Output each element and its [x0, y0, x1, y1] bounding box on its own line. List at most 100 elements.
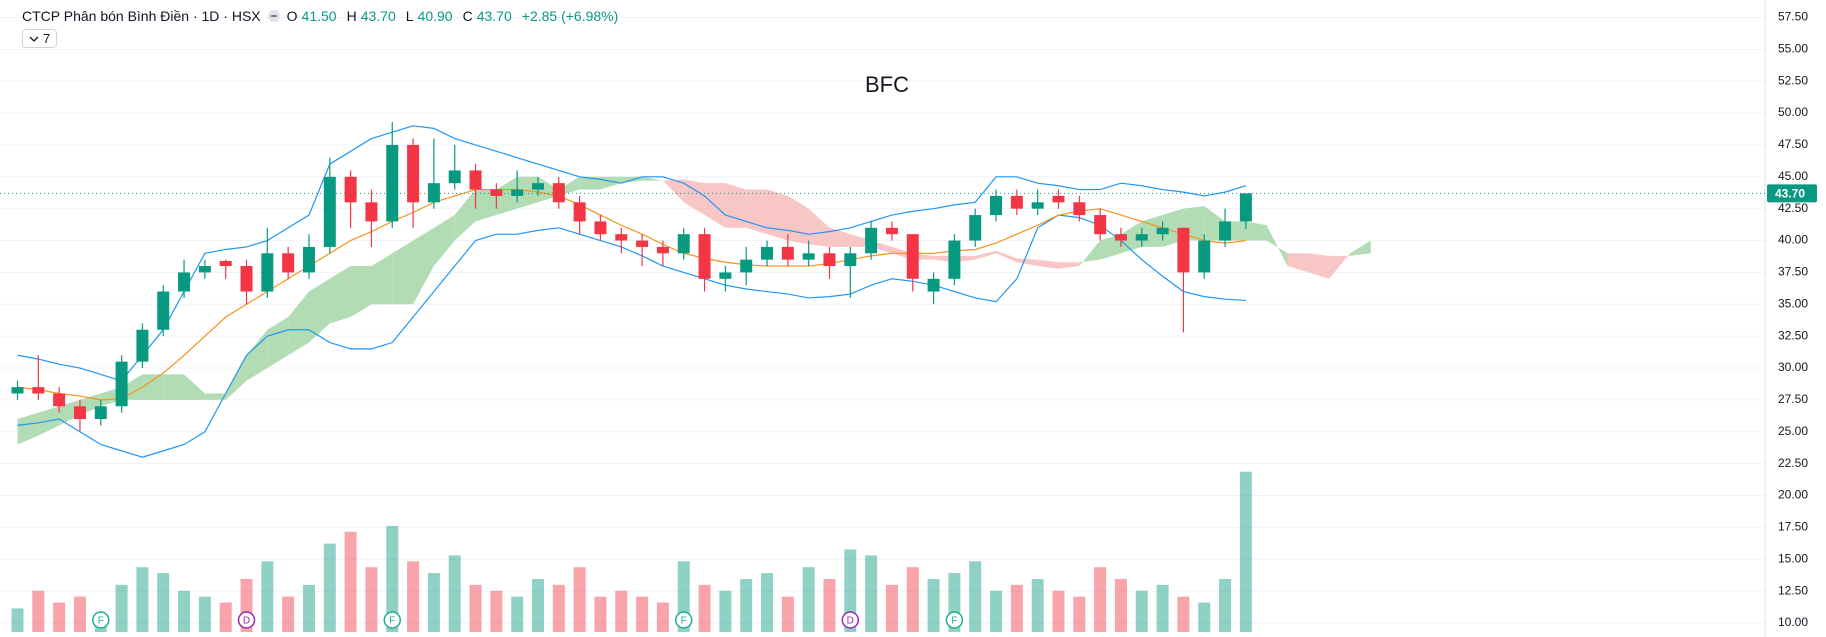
candle-body	[885, 227, 898, 235]
candle-body	[1031, 202, 1044, 209]
volume-bar	[365, 567, 378, 632]
cloud-segment	[1308, 253, 1330, 279]
candle-body	[719, 272, 732, 279]
volume-bar	[344, 531, 357, 632]
cloud-segment	[683, 179, 705, 216]
candle-body	[136, 329, 149, 362]
event-label: F	[951, 616, 957, 627]
y-tick-label: 22.50	[1778, 456, 1808, 470]
volume-bar	[1135, 590, 1148, 632]
candle-body	[1135, 234, 1148, 241]
volume-bar	[448, 555, 461, 632]
cloud-segment	[246, 329, 268, 381]
cloud-segment	[767, 189, 788, 241]
cloud-segment	[225, 355, 247, 400]
candle-body	[1010, 195, 1023, 209]
candle-body	[636, 240, 649, 247]
event-marker	[945, 611, 964, 629]
candle-body	[511, 189, 524, 196]
cloud-segment	[579, 176, 601, 190]
last-price-label: 43.70	[1775, 187, 1805, 201]
candle-body	[219, 260, 232, 267]
volume-bar	[698, 584, 711, 632]
cloud-segment	[746, 189, 768, 235]
event-marker	[383, 611, 402, 629]
volume-bar	[594, 596, 607, 632]
event-marker	[237, 611, 256, 629]
candle-body	[32, 387, 45, 394]
candle-body	[781, 246, 794, 260]
volume-bar	[1114, 578, 1127, 632]
cloud-segment	[662, 179, 684, 203]
candle-body	[1198, 240, 1211, 273]
event-label: D	[243, 616, 250, 627]
candle-body	[323, 176, 336, 247]
indicator-toggle[interactable]: 7	[22, 29, 58, 48]
y-tick-label: 32.50	[1778, 328, 1808, 342]
volume-bar	[427, 573, 440, 632]
chevron	[29, 36, 39, 42]
eye-icon[interactable]	[265, 9, 283, 23]
candle-body	[73, 406, 86, 420]
candle-body	[948, 240, 961, 279]
cloud-segment	[1037, 259, 1059, 269]
volume-bar	[282, 596, 295, 632]
layer-back	[0, 16, 1765, 624]
candle-body	[427, 183, 440, 203]
candle-body	[115, 361, 128, 407]
l-val: 40.90	[417, 8, 453, 24]
y-tick-label: 27.50	[1778, 392, 1808, 406]
candle-body	[615, 234, 628, 241]
candle-body	[844, 253, 857, 267]
cloud-segment	[1016, 258, 1038, 267]
volume-bar	[844, 549, 857, 632]
price-axis-bg	[1765, 0, 1826, 637]
candle-body	[1239, 193, 1252, 222]
y-tick-label: 30.00	[1778, 360, 1808, 374]
cloud-segment	[475, 189, 497, 222]
volume-bar	[1010, 584, 1023, 632]
volume-bar	[219, 602, 232, 632]
volume-bar	[323, 543, 336, 632]
candle-body	[1094, 215, 1107, 235]
volume-bar	[885, 584, 898, 632]
volume-bar	[490, 590, 503, 632]
volume-bar	[969, 561, 982, 632]
candle-body	[282, 253, 295, 273]
volume-bar	[157, 573, 170, 632]
y-tick-label: 55.00	[1778, 42, 1808, 56]
cloud-segment	[329, 266, 351, 324]
event-label: F	[681, 616, 687, 627]
volume-bar	[865, 555, 878, 632]
y-tick-label: 15.00	[1778, 551, 1808, 565]
volume-bar	[511, 596, 524, 632]
event-marker	[841, 611, 860, 629]
cloud-segment	[17, 412, 39, 445]
event-label: D	[847, 616, 854, 627]
volume-bar	[11, 608, 24, 632]
candle-body	[573, 202, 586, 222]
candle-body	[740, 259, 753, 273]
candle-body	[990, 195, 1003, 216]
cloud-segment	[1266, 225, 1288, 267]
event-marker	[92, 611, 110, 629]
cloud-segment	[288, 291, 309, 356]
legend: CTCP Phân bón Bình Điền · 1D · HSX O 41.5…	[22, 8, 624, 24]
volume-bar	[656, 602, 669, 632]
candle-body	[94, 406, 107, 420]
symbol: CTCP Phân bón Bình Điền · 1D · HSX	[22, 8, 261, 24]
cloud-segment	[204, 393, 226, 400]
cloud-segment	[787, 195, 809, 245]
volume-bar	[615, 590, 628, 632]
volume-bar	[906, 567, 919, 632]
change: +2.85 (+6.98%)	[521, 8, 619, 24]
cloud-segment	[1349, 240, 1371, 256]
volume-bar	[261, 561, 274, 632]
y-tick-label: 35.00	[1778, 296, 1808, 310]
volume-bar	[781, 596, 794, 632]
candle-body	[302, 246, 315, 273]
volume-bar	[32, 590, 45, 632]
c-key: C	[462, 8, 473, 24]
candle-body	[761, 246, 774, 260]
candle-body	[448, 170, 461, 184]
